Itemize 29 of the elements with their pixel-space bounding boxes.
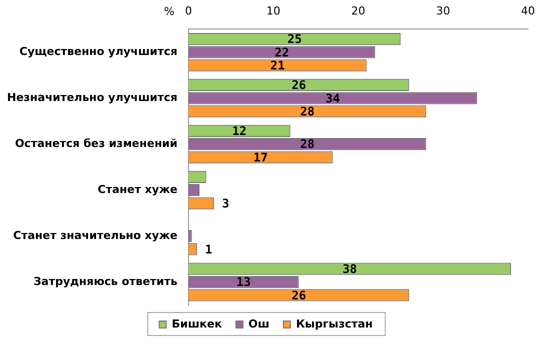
x-tick-label: 30 (436, 4, 450, 18)
legend-label: Кыргызстан (296, 317, 373, 330)
y-tick-label: Станет хуже (98, 182, 178, 196)
y-tick-label: Останется без изменений (14, 136, 178, 150)
x-tick-label: 0 (184, 4, 192, 18)
x-tick-label: 10 (266, 4, 280, 18)
data-label: 21 (270, 58, 285, 72)
data-label: 1 (204, 242, 212, 256)
y-tick-label: Станет значительно хуже (13, 228, 178, 242)
data-label: 17 (253, 150, 268, 164)
x-axis-title: % (164, 4, 174, 18)
data-label: 28 (300, 104, 315, 118)
data-label: 38 (342, 262, 357, 276)
data-label: 26 (292, 78, 306, 92)
x-tick-label: 40 (521, 4, 535, 18)
data-label: 25 (287, 32, 302, 46)
data-label: 34 (326, 91, 340, 106)
y-tick-label: Затрудняюсь ответить (33, 274, 178, 288)
data-label: 12 (232, 124, 247, 138)
legend-label: Бишкек (172, 317, 222, 330)
legend-label: Ош (248, 317, 270, 330)
data-label: 26 (292, 288, 306, 302)
data-label: 13 (236, 275, 251, 290)
data-label: 3 (222, 196, 230, 210)
data-label: 22 (274, 45, 290, 60)
y-tick-label: Незначительно улучшится (6, 91, 178, 104)
data-label: 28 (300, 137, 315, 152)
y-tick-label: Существенно улучшится (19, 45, 178, 58)
x-tick-label: 20 (351, 4, 366, 18)
